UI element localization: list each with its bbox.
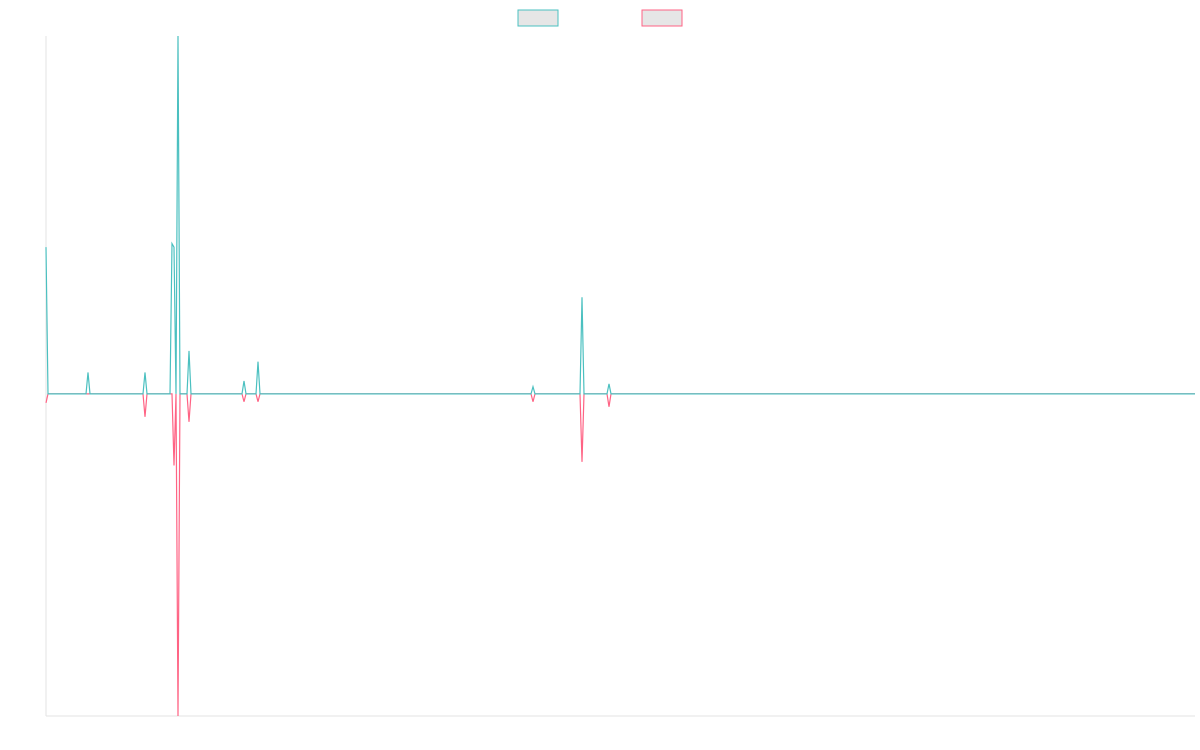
legend-swatch [517, 9, 559, 27]
series-line [45, 393, 1195, 717]
legend-swatch [641, 9, 683, 27]
series-line [45, 35, 1195, 395]
